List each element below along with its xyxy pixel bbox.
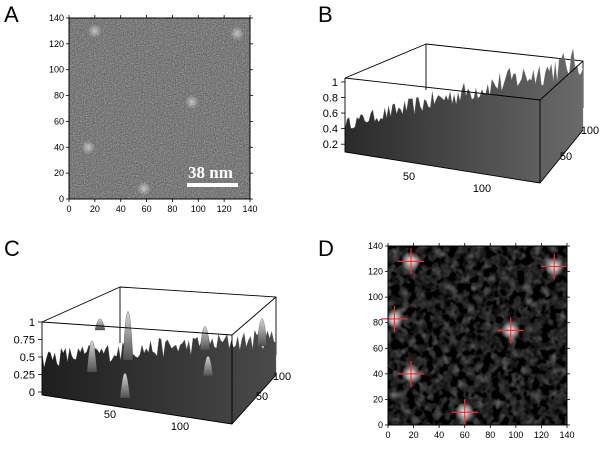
z-tick-label: 0.8 <box>323 92 338 104</box>
y-tick-label: 20 <box>373 394 383 404</box>
panel-c-surface <box>41 329 277 425</box>
y-tick-label: 40 <box>373 369 383 379</box>
bright-spot <box>81 140 96 155</box>
y-tick-label: 140 <box>368 241 383 251</box>
z-tick-label: 1 <box>29 317 35 329</box>
bright-spot <box>87 23 102 38</box>
x-tick-label: 100 <box>473 183 491 195</box>
peak-spike <box>256 318 268 347</box>
panel-letter-d: D <box>318 236 334 261</box>
bright-spot <box>136 181 151 196</box>
x-tick-label: 100 <box>191 204 206 214</box>
x-tick-label: 140 <box>242 204 257 214</box>
y-tick-label: 0 <box>378 420 383 430</box>
x-tick-label: 40 <box>434 430 444 440</box>
panel-letter-b: B <box>318 2 333 27</box>
panel-c-surface-plot <box>41 286 277 425</box>
panel-d-peak-markers <box>381 248 568 426</box>
y-tick-label: 60 <box>373 343 383 353</box>
x-tick-label: 120 <box>534 430 549 440</box>
peak-spike <box>86 340 98 373</box>
panel-b-surface-plot <box>344 43 584 184</box>
y-tick-label: 50 <box>256 391 268 403</box>
x-tick-label: 140 <box>559 430 574 440</box>
y-tick-label: 80 <box>373 318 383 328</box>
z-tick-label: 0.25 <box>14 370 35 382</box>
peak-spike <box>122 311 134 361</box>
y-tick-label: 80 <box>54 91 64 101</box>
y-tick-label: 0 <box>59 194 64 204</box>
y-tick-label: 50 <box>560 151 572 163</box>
panel-b-surface <box>344 48 584 184</box>
x-tick-label: 60 <box>460 430 470 440</box>
panel-a-bright-spots <box>81 23 245 196</box>
y-tick-label: 100 <box>368 292 383 302</box>
x-tick-label: 20 <box>90 204 100 214</box>
z-tick-label: 0.5 <box>20 352 35 364</box>
x-tick-label: 50 <box>104 409 116 421</box>
panel-a-image: 38 nm <box>68 17 251 200</box>
bright-spot <box>184 95 199 110</box>
y-tick-label: 100 <box>273 371 291 383</box>
scale-bar <box>187 183 238 187</box>
bright-spot <box>230 26 245 41</box>
x-tick-label: 100 <box>171 421 189 433</box>
y-tick-label: 100 <box>581 125 599 137</box>
x-tick-label: 60 <box>142 204 152 214</box>
y-tick-label: 20 <box>54 168 64 178</box>
z-tick-label: 0.2 <box>323 139 338 151</box>
scale-bar-label: 38 nm <box>188 163 233 182</box>
x-tick-label: 100 <box>508 430 523 440</box>
peak-spike <box>119 373 131 399</box>
x-tick-label: 120 <box>217 204 232 214</box>
peak-spike <box>94 318 106 331</box>
z-tick-label: 1 <box>332 77 338 89</box>
x-tick-label: 40 <box>116 204 126 214</box>
y-tick-label: 120 <box>49 39 64 49</box>
x-tick-label: 0 <box>385 430 390 440</box>
peak-spike <box>199 326 211 351</box>
y-tick-label: 60 <box>54 116 64 126</box>
y-tick-label: 120 <box>368 267 383 277</box>
z-tick-label: 0.6 <box>323 108 338 120</box>
y-tick-label: 140 <box>49 13 64 23</box>
y-tick-label: 100 <box>49 65 64 75</box>
panel-d-axes: 0 20 40 60 80 100 120 140 0 20 40 60 80 100 120 140 <box>368 241 575 440</box>
x-tick-label: 50 <box>403 171 415 183</box>
panel-letter-a: A <box>4 2 19 27</box>
y-tick-label: 40 <box>54 142 64 152</box>
x-tick-label: 20 <box>409 430 419 440</box>
panel-a-axes: 0 20 40 60 80 100 120 140 0 20 40 60 80 100 120 140 <box>49 13 258 214</box>
z-tick-label: 0.75 <box>14 335 35 347</box>
x-tick-label: 0 <box>66 204 71 214</box>
z-tick-label: 0 <box>29 387 35 399</box>
x-tick-label: 80 <box>167 204 177 214</box>
x-tick-label: 80 <box>485 430 495 440</box>
panel-d-image <box>381 245 568 426</box>
z-tick-label: 0.4 <box>323 124 338 136</box>
peak-spike <box>202 355 214 377</box>
panel-letter-c: C <box>4 236 20 261</box>
panel-c-peaks <box>86 311 268 399</box>
